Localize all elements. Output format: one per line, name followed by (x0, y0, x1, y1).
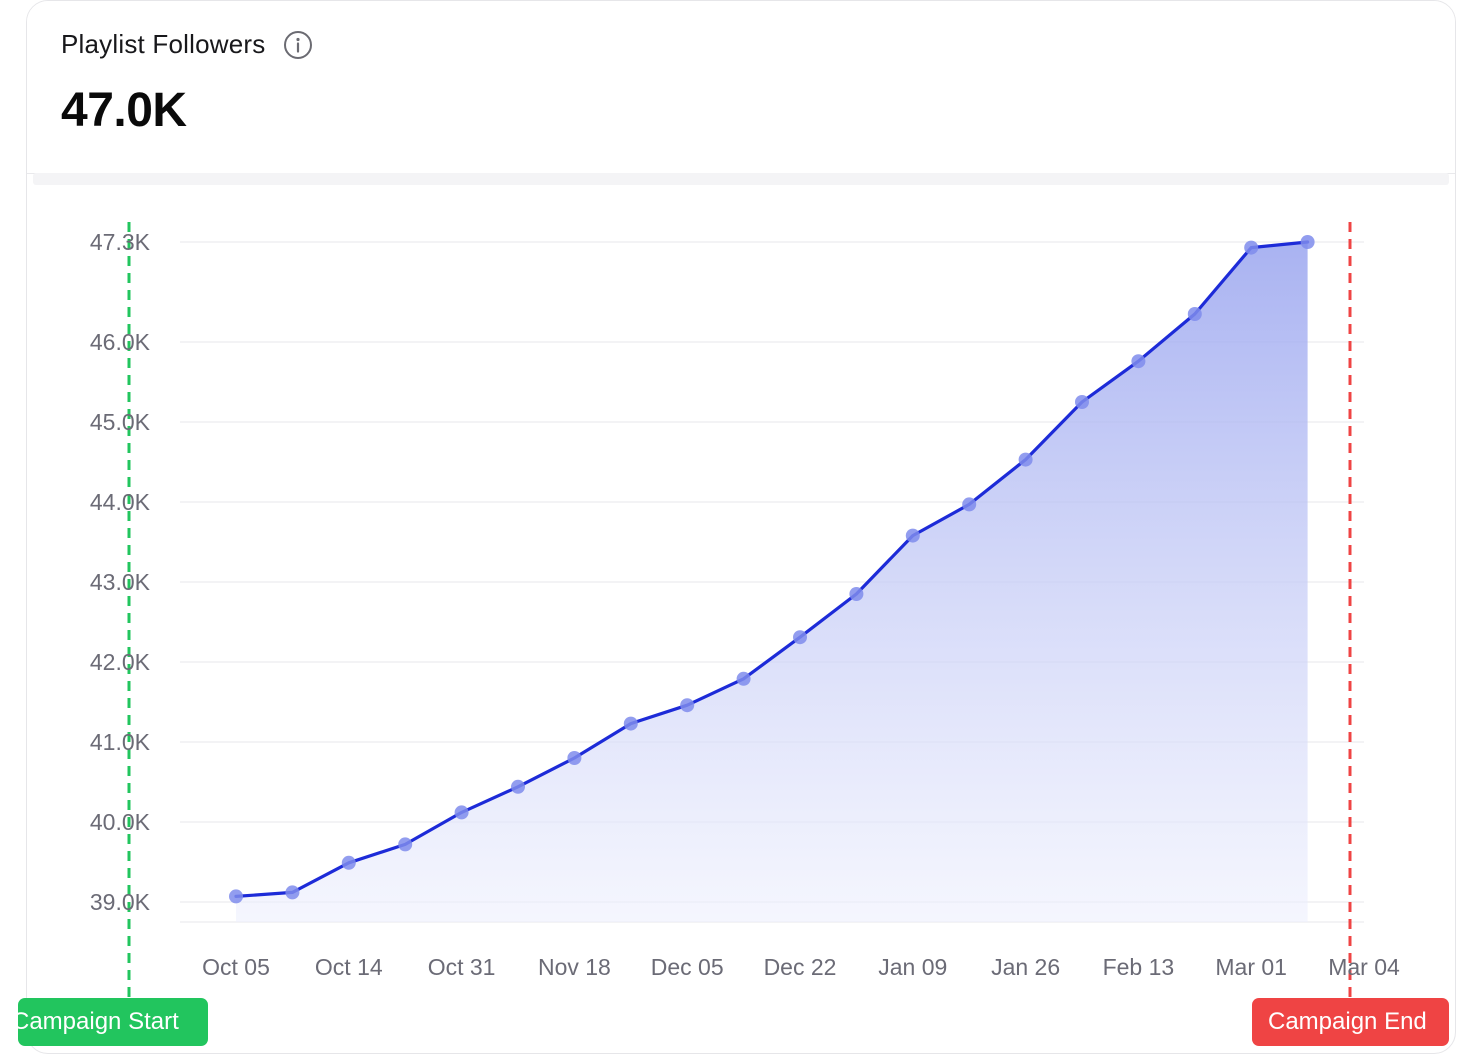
data-point[interactable] (341, 855, 356, 870)
card-title: Playlist Followers (61, 29, 266, 59)
info-icon[interactable] (283, 30, 313, 60)
data-point[interactable] (567, 751, 582, 765)
x-tick-label: Jan 09 (878, 954, 947, 980)
y-axis-ticks: 47.3K 46.0K 45.0K 44.0K 43.0K 42.0K 41.0K 40.0K… (90, 229, 151, 915)
y-tick-label: 47.3K (90, 229, 151, 255)
y-tick-label: 41.0K (90, 729, 151, 755)
x-tick-label: Feb 13 (1103, 954, 1175, 980)
data-point[interactable] (793, 630, 807, 645)
x-tick-label: Oct 14 (315, 954, 383, 980)
x-tick-label: Oct 31 (428, 954, 496, 980)
data-point[interactable] (285, 885, 300, 900)
data-point[interactable] (398, 837, 413, 852)
data-point[interactable] (736, 671, 751, 686)
header-divider (33, 173, 1449, 185)
data-point[interactable] (680, 698, 695, 713)
x-tick-label: Oct 05 (202, 954, 270, 980)
followers-line (234, 240, 1310, 898)
x-tick-label: Mar 04 (1328, 954, 1400, 980)
data-point[interactable] (1075, 395, 1089, 409)
area-fill (236, 242, 1308, 922)
data-point[interactable] (623, 716, 638, 731)
data-point[interactable] (229, 889, 243, 904)
y-tick-label: 45.0K (90, 409, 151, 435)
y-tick-label: 42.0K (90, 649, 151, 675)
data-point[interactable] (454, 805, 469, 820)
x-tick-label: Nov 18 (538, 954, 611, 980)
data-point[interactable] (1244, 240, 1259, 255)
campaign-start-badge[interactable]: Campaign Start (18, 998, 208, 1046)
data-points (229, 235, 1315, 904)
y-tick-label: 43.0K (90, 569, 151, 595)
data-point[interactable] (511, 779, 525, 794)
followers-total: 47.0K (61, 84, 187, 137)
campaign-end-badge[interactable]: Campaign End (1252, 998, 1449, 1046)
y-tick-label: 46.0K (90, 329, 151, 355)
y-tick-label: 44.0K (90, 489, 151, 515)
title-row: Playlist Followers (61, 29, 313, 60)
y-tick-label: 39.0K (90, 889, 151, 915)
series-line (234, 240, 1310, 898)
x-tick-label: Dec 22 (764, 954, 837, 980)
data-point[interactable] (1131, 354, 1146, 369)
data-point[interactable] (849, 587, 864, 601)
data-point[interactable] (1300, 235, 1315, 249)
data-point[interactable] (1018, 452, 1033, 467)
y-tick-label: 40.0K (90, 809, 151, 835)
data-point[interactable] (905, 528, 920, 543)
x-tick-label: Dec 05 (651, 954, 724, 980)
data-point[interactable] (962, 497, 977, 512)
area-fill-path (236, 242, 1308, 922)
data-point[interactable] (1187, 307, 1202, 321)
card-header: Playlist Followers 47.0K (27, 1, 1455, 174)
x-axis-ticks: Oct 05 Oct 14 Oct 31 Nov 18 Dec 05 Dec 22 Jan … (202, 954, 1400, 980)
campaign-markers (127, 222, 1352, 998)
x-tick-label: Mar 01 (1215, 954, 1287, 980)
x-tick-label: Jan 26 (991, 954, 1060, 980)
